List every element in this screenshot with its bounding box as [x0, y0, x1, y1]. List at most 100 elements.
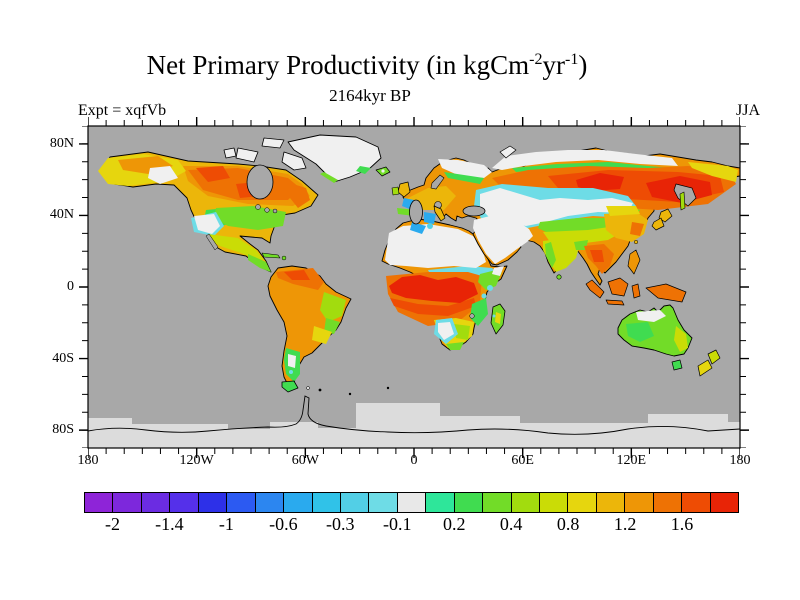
ireland — [391, 186, 400, 196]
siberian-arctic-white-band — [492, 150, 678, 170]
baltic-sea — [430, 174, 445, 190]
sahel-red-maximum-band — [389, 275, 478, 303]
patagonia-white-spot — [288, 354, 296, 368]
x-axis-label: 120E — [616, 453, 647, 468]
colorbar — [84, 492, 739, 513]
cape-green-coast — [446, 342, 464, 350]
tasmania — [671, 359, 683, 371]
world-map-plot — [79, 117, 749, 458]
map-canvas — [79, 117, 749, 458]
sahara-desert-white — [385, 224, 486, 268]
greenland-green-coast-fringe — [320, 172, 338, 183]
africa — [381, 218, 508, 351]
colorbar-cell — [653, 493, 683, 512]
sakhalin-island — [679, 191, 686, 211]
x-axis-label: 0 — [410, 453, 418, 468]
australia-teal-interior — [626, 322, 654, 342]
alaska-icefield-white-patch — [148, 166, 178, 184]
victoria-island — [235, 147, 259, 163]
central-america-green-region — [248, 254, 271, 272]
axes-ticks — [79, 117, 749, 458]
middle-east-arabia-white — [473, 216, 533, 264]
banks-island — [223, 147, 237, 159]
siberia-red-patch — [576, 173, 624, 191]
colorbar-cell — [113, 493, 142, 512]
colorbar-cell — [227, 493, 256, 512]
sumatra — [585, 279, 605, 299]
italy — [433, 205, 446, 222]
gran-chaco-yellow-region — [312, 326, 332, 344]
colorbar-label: -0.6 — [269, 514, 298, 534]
colorbar-cell — [596, 493, 626, 512]
canada-red-patch — [196, 166, 230, 182]
nw-russia-white-band — [438, 159, 492, 178]
colorbar-label: 0.8 — [556, 514, 580, 534]
colorbar-label: 0.4 — [499, 514, 523, 534]
colorbar-cell — [397, 493, 427, 512]
sea-ice-band — [88, 403, 740, 448]
sw-us-desert-white-patch — [194, 214, 220, 234]
colorbar-cell — [340, 493, 370, 512]
great-lake — [272, 208, 278, 214]
experiment-label: Expt = xqfVb — [78, 102, 167, 119]
southern-island-dot — [386, 386, 390, 390]
japan-main-island — [651, 217, 665, 231]
colorbar-cell — [483, 493, 512, 512]
java — [605, 299, 625, 306]
x-axis-label: 180 — [729, 453, 751, 468]
kalahari-white-patch — [438, 322, 454, 340]
greenland-teal-fringe — [356, 166, 371, 174]
antarctica-sea-ice — [87, 386, 741, 448]
colorbar-cell — [511, 493, 540, 512]
gulf-of-california — [205, 233, 219, 251]
patagonia-cyan-spot — [289, 370, 293, 374]
cuba-island — [261, 252, 281, 259]
madagascar-cyan-spot — [492, 314, 496, 318]
x-axis-label: 120W — [179, 453, 214, 468]
sea-of-okhotsk — [673, 183, 697, 207]
great-lake — [264, 207, 270, 213]
colorbar-label: -2 — [104, 514, 120, 534]
title-close-paren: ) — [578, 50, 588, 80]
caspian-blue-negative-spot — [410, 222, 426, 234]
title-units-yr: yr — [542, 50, 565, 80]
great-lake — [255, 204, 261, 210]
south-america — [267, 265, 352, 393]
figure-subtitle-time: 2164kyr BP — [329, 86, 411, 105]
rift-valley-teal-region — [470, 298, 488, 326]
indochina-dark-orange-patch — [590, 250, 604, 262]
eurasia — [391, 145, 741, 286]
sri-lanka — [556, 274, 562, 280]
chukotka-yellow-region — [688, 162, 738, 182]
colorbar-cell — [369, 493, 398, 512]
colorbar-label: -0.3 — [326, 514, 355, 534]
caspian-blue-negative-spot — [424, 212, 436, 224]
sahel-dark-orange-band — [390, 298, 476, 316]
venezuela-dark-orange-patch — [284, 270, 310, 280]
india-west-green-strip — [545, 242, 556, 268]
hudson-bay — [246, 164, 274, 200]
y-axis-label: 0 — [67, 279, 74, 294]
black-sea — [462, 205, 486, 217]
north-america — [98, 151, 319, 273]
colorbar-label: -1.4 — [155, 514, 184, 534]
east-brazil-green-region — [320, 292, 346, 322]
sulawesi — [631, 283, 641, 299]
mexico-region — [208, 234, 264, 260]
tierra-del-fuego — [281, 380, 299, 393]
se-brazil-green-patch — [324, 318, 340, 334]
x-axis-label: 180 — [77, 453, 99, 468]
new-zealand-north-island — [707, 349, 721, 365]
falkland-islands — [306, 386, 310, 390]
caspian-cyan-spot — [427, 223, 433, 229]
lake-victoria — [469, 313, 475, 319]
colorbar-cell — [426, 493, 455, 512]
x-axis-label: 60W — [291, 453, 319, 468]
quebec-orange-region — [290, 184, 310, 208]
colorbar-cell — [710, 493, 739, 512]
baffin-island — [281, 151, 307, 171]
colorbar-label: -0.1 — [383, 514, 412, 534]
antarctica-coastline — [87, 395, 741, 435]
colorbar-cell — [312, 493, 341, 512]
colorbar-cell — [255, 493, 285, 512]
